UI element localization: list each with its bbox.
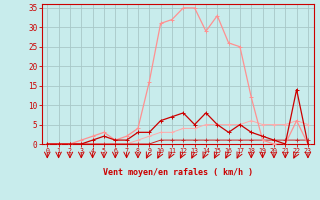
X-axis label: Vent moyen/en rafales ( km/h ): Vent moyen/en rafales ( km/h ) — [103, 168, 252, 177]
